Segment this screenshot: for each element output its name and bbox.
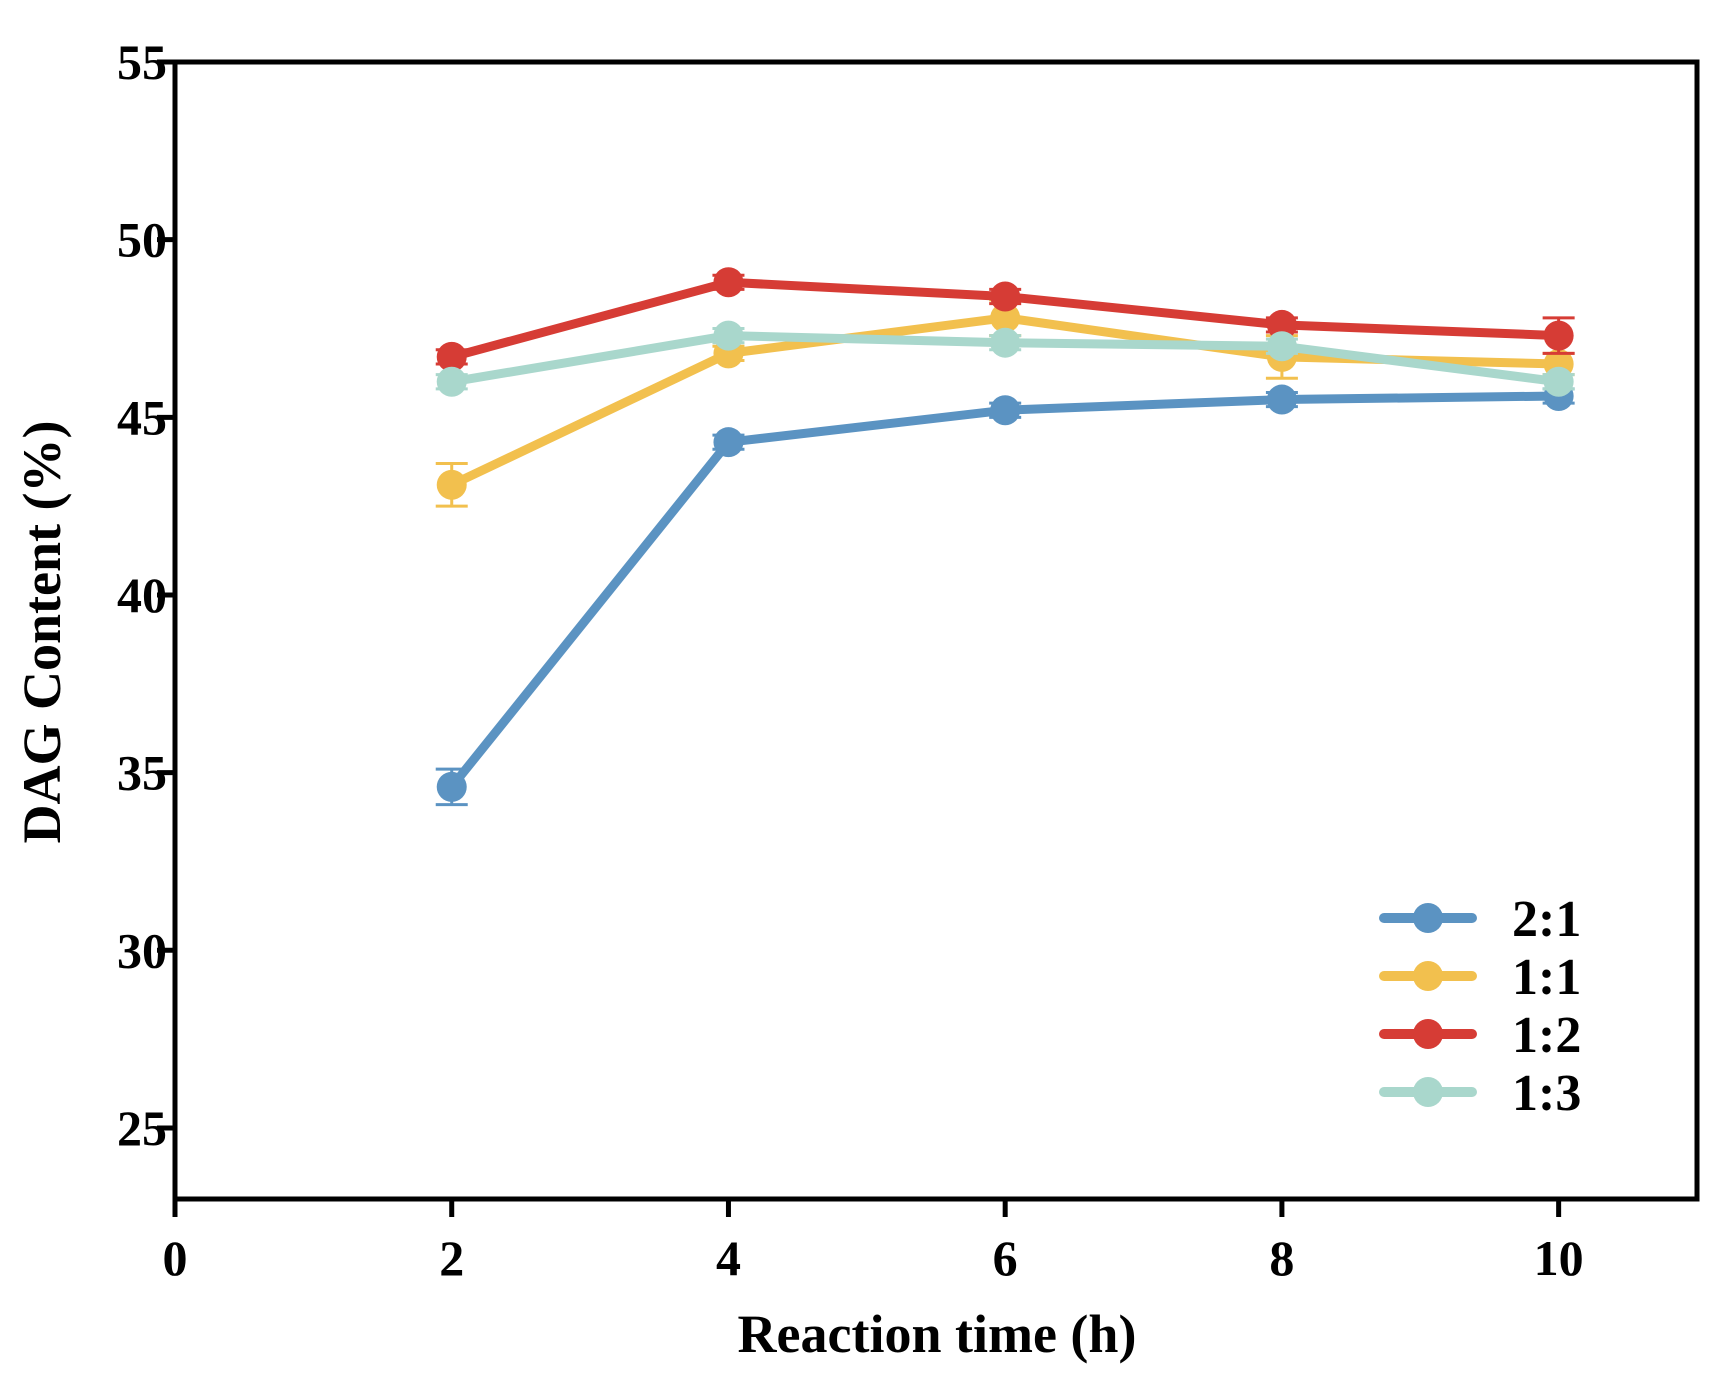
legend-label: 1:2 (1512, 1007, 1581, 1064)
data-point (1266, 331, 1297, 362)
plot-frame (172, 59, 1700, 1202)
legend-item: 1:2 (1379, 1007, 1581, 1064)
data-point (990, 327, 1021, 358)
series-line (447, 391, 1564, 792)
legend: 2:11:11:21:3 (1379, 891, 1581, 1122)
y-tick-label: 45 (117, 389, 167, 445)
x-tick-label: 8 (1269, 1230, 1294, 1286)
series-2 (435, 267, 1575, 372)
data-point (713, 427, 744, 458)
data-point (1543, 320, 1574, 351)
x-tick-label: 2 (439, 1230, 464, 1286)
data-point (990, 302, 1021, 333)
data-point (713, 267, 744, 298)
series-layer (435, 267, 1575, 807)
legend-swatch-marker (1413, 903, 1443, 933)
x-tick-label: 4 (716, 1230, 741, 1286)
series-3 (435, 320, 1575, 397)
legend-label: 2:1 (1512, 891, 1581, 948)
x-tick-label: 0 (163, 1230, 188, 1286)
data-point (713, 320, 744, 351)
data-point (1266, 384, 1297, 415)
data-point (436, 366, 467, 397)
y-axis-title: DAG Content (%) (12, 421, 72, 844)
y-tick-label: 30 (117, 922, 167, 978)
data-point (436, 341, 467, 372)
legend-item: 1:3 (1379, 1065, 1581, 1122)
axes-layer: 0 2 4 6 8 10 25 30 35 40 45 50 55 (117, 34, 1700, 1286)
data-point (436, 469, 467, 500)
series-0 (435, 380, 1575, 807)
y-tick-label: 25 (117, 1100, 167, 1156)
data-point (1543, 366, 1574, 397)
x-tick-label: 6 (993, 1230, 1018, 1286)
y-tick-label: 35 (117, 745, 167, 801)
x-tick-label: 10 (1534, 1230, 1584, 1286)
legend-item: 1:1 (1379, 949, 1581, 1006)
y-tick-label: 40 (117, 567, 167, 623)
y-tick-label: 50 (117, 212, 167, 268)
legend-swatch-marker (1413, 961, 1443, 991)
legend-label: 1:3 (1512, 1065, 1581, 1122)
legend-item: 2:1 (1379, 891, 1581, 948)
data-point (436, 771, 467, 802)
x-axis-title: Reaction time (h) (738, 1304, 1137, 1364)
legend-swatch-marker (1413, 1077, 1443, 1107)
data-point (1266, 309, 1297, 340)
legend-label: 1:1 (1512, 949, 1581, 1006)
data-point (990, 395, 1021, 426)
y-tick-label: 55 (117, 34, 167, 90)
data-point (990, 281, 1021, 312)
legend-swatch-marker (1413, 1019, 1443, 1049)
